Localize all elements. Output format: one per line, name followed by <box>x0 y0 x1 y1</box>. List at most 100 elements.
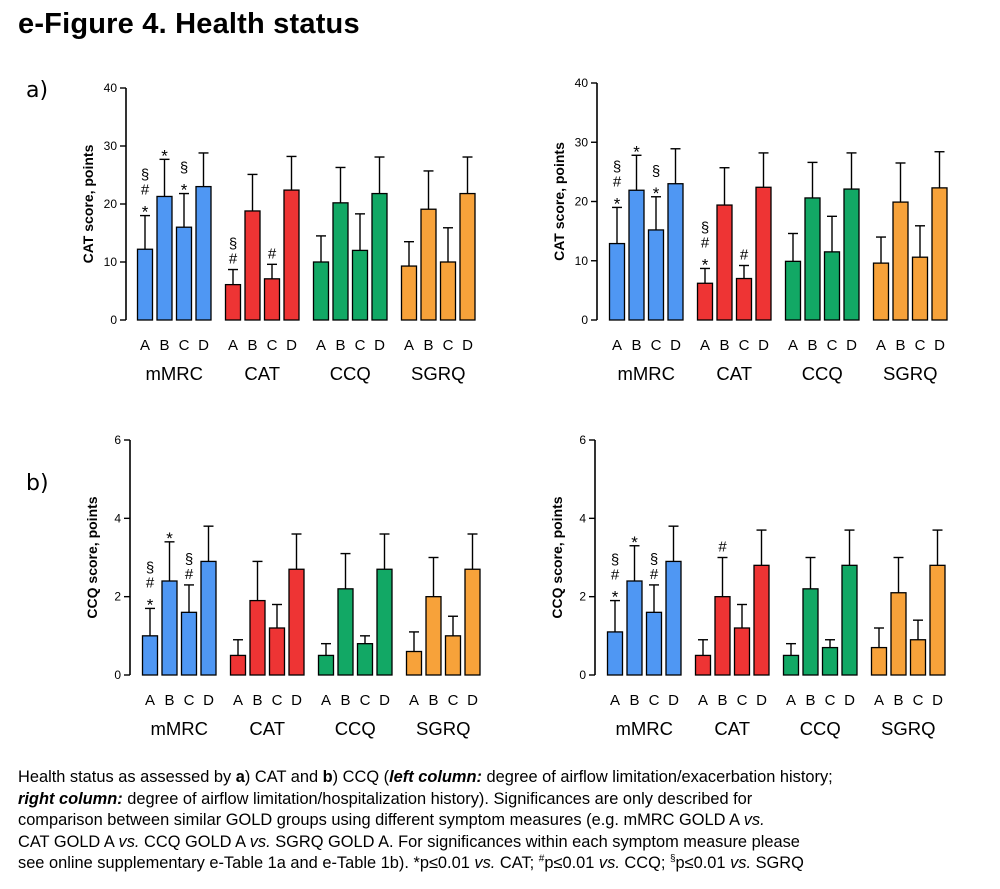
bar-sgrq-a <box>400 265 418 321</box>
y-axis-label: CCQ score, points <box>549 496 565 618</box>
y-tick-label: 0 <box>579 668 586 682</box>
x-category-label: D <box>374 337 385 354</box>
x-group-label: CAT <box>714 718 750 739</box>
significance-marker: § <box>185 551 193 568</box>
x-group-label: CCQ <box>802 363 843 384</box>
significance-marker: # <box>611 567 620 584</box>
bar-sgrq-b <box>892 201 909 321</box>
x-category-label: D <box>462 337 473 354</box>
significance-marker: * <box>614 194 621 213</box>
bar-cat-d <box>753 564 770 676</box>
bar-mmrc-a <box>608 242 626 321</box>
x-group-label: CAT <box>716 363 752 384</box>
bar-cat-d <box>283 189 300 321</box>
significance-marker: § <box>146 559 154 576</box>
x-category-label: D <box>758 337 769 354</box>
significance-marker: # <box>268 245 277 262</box>
x-category-label: D <box>286 337 297 354</box>
bar-ccq-a <box>317 654 335 676</box>
significance-marker: § <box>613 158 621 175</box>
bar-sgrq-d <box>929 564 946 676</box>
y-tick-label: 40 <box>575 76 589 90</box>
x-category-label: C <box>913 692 924 709</box>
bar-mmrc-c <box>175 226 193 321</box>
y-tick-label: 20 <box>104 197 118 211</box>
x-group-label: SGRQ <box>883 363 937 384</box>
x-group-label: CAT <box>244 363 280 384</box>
x-category-label: A <box>612 337 622 354</box>
significance-marker: * <box>631 533 638 552</box>
bar-ccq-b <box>337 588 354 676</box>
bar-ccq-a <box>312 261 330 321</box>
bar-ccq-c <box>356 643 374 676</box>
significance-marker: * <box>166 529 173 548</box>
x-category-label: D <box>198 337 209 354</box>
x-category-label: B <box>895 337 905 354</box>
x-group-label: CCQ <box>330 363 371 384</box>
bar-ccq-a <box>782 654 800 676</box>
x-category-label: C <box>649 692 660 709</box>
x-category-label: D <box>844 692 855 709</box>
bar-ccq-c <box>823 251 841 321</box>
bar-sgrq-d <box>931 187 948 321</box>
x-group-label: mMRC <box>617 363 675 384</box>
x-category-label: C <box>355 337 366 354</box>
significance-marker: # <box>229 251 238 268</box>
x-category-label: B <box>164 692 174 709</box>
significance-marker: § <box>180 160 188 177</box>
x-category-label: B <box>159 337 169 354</box>
bar-ccq-b <box>802 588 819 676</box>
x-category-label: D <box>934 337 945 354</box>
panel-label-a: a) <box>26 78 49 103</box>
y-axis-label: CCQ score, points <box>84 496 100 618</box>
bar-ccq-a <box>784 260 802 321</box>
bar-sgrq-a <box>870 646 888 676</box>
y-axis-label: CAT score, points <box>80 144 96 263</box>
x-category-label: A <box>321 692 331 709</box>
x-category-label: C <box>184 692 195 709</box>
x-group-label: CCQ <box>335 718 376 739</box>
significance-marker: # <box>141 182 150 199</box>
significance-marker: # <box>185 566 194 583</box>
x-category-label: B <box>340 692 350 709</box>
bar-mmrc-a <box>141 635 159 676</box>
x-group-label: mMRC <box>150 718 208 739</box>
x-category-label: B <box>631 337 641 354</box>
bar-sgrq-d <box>459 192 476 321</box>
bar-sgrq-c <box>909 639 927 676</box>
bar-cat-d <box>755 186 772 321</box>
bar-mmrc-d <box>200 560 217 676</box>
significance-marker: # <box>718 539 727 556</box>
x-category-label: B <box>423 337 433 354</box>
x-category-label: B <box>805 692 815 709</box>
x-category-label: B <box>719 337 729 354</box>
bar-ccq-d <box>841 564 858 676</box>
bar-cat-b <box>249 599 266 676</box>
x-category-label: C <box>267 337 278 354</box>
x-group-label: CAT <box>249 718 285 739</box>
x-category-label: A <box>404 337 414 354</box>
bar-mmrc-b <box>161 580 178 676</box>
x-group-label: mMRC <box>145 363 203 384</box>
bar-ccq-c <box>351 249 369 321</box>
x-category-label: A <box>610 692 620 709</box>
bar-ccq-b <box>332 202 349 321</box>
bar-ccq-b <box>804 197 821 321</box>
x-category-label: A <box>788 337 798 354</box>
bar-ccq-d <box>843 188 860 321</box>
significance-marker: § <box>611 552 619 569</box>
bar-mmrc-d <box>195 185 212 321</box>
bar-mmrc-a <box>606 631 624 676</box>
y-tick-label: 6 <box>114 433 121 447</box>
x-group-label: SGRQ <box>416 718 470 739</box>
x-category-label: B <box>252 692 262 709</box>
x-category-label: C <box>827 337 838 354</box>
significance-marker: * <box>702 255 709 274</box>
x-category-label: D <box>291 692 302 709</box>
significance-marker: * <box>653 184 660 203</box>
bar-cat-a <box>224 283 242 321</box>
bar-mmrc-c <box>647 229 665 321</box>
